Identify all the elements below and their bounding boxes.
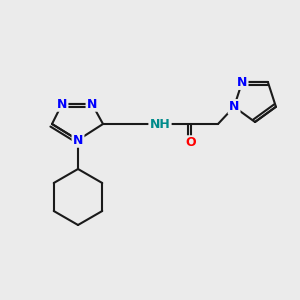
Text: N: N (57, 98, 67, 110)
Text: N: N (87, 98, 97, 110)
Text: N: N (237, 76, 247, 89)
Text: O: O (186, 136, 196, 149)
Text: N: N (229, 100, 239, 113)
Text: N: N (73, 134, 83, 146)
Text: NH: NH (150, 118, 170, 130)
